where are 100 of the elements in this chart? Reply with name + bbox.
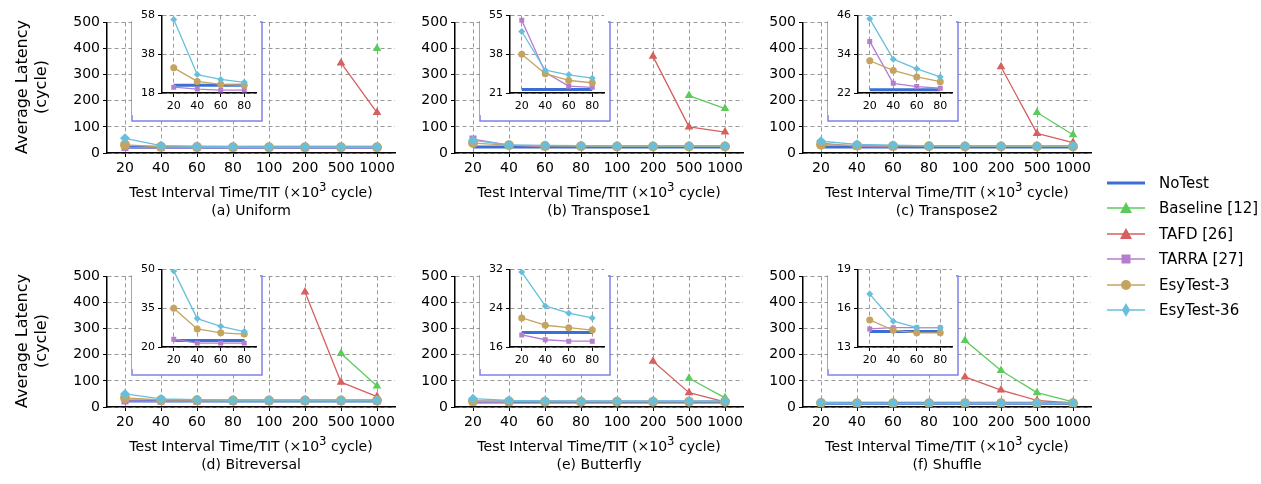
x-tick-label: 200 xyxy=(639,413,667,430)
legend-label: Baseline [12] xyxy=(1159,199,1259,218)
x-tick-label: 60 xyxy=(188,159,206,176)
y-tick-label: 100 xyxy=(421,117,448,134)
x-tick-label: 80 xyxy=(585,353,600,367)
y-tick-label: 0 xyxy=(439,143,448,160)
legend-label: TARRA [27] xyxy=(1159,250,1244,269)
x-tick-label: 500 xyxy=(327,413,355,430)
x-tick-label: 20 xyxy=(514,353,529,367)
x-tick-label: 20 xyxy=(464,159,482,176)
y-tick-label: 35 xyxy=(141,301,155,315)
y-tick-label: 34 xyxy=(837,47,851,61)
y-tick-label: 100 xyxy=(769,371,796,388)
y-tick-label: 16 xyxy=(489,339,503,353)
y-tick-label: 32 xyxy=(489,262,503,276)
legend-label: NoTest xyxy=(1159,173,1209,192)
y-tick-label: 0 xyxy=(91,143,100,160)
x-tick-label: 60 xyxy=(213,99,228,113)
x-tick-label: 100 xyxy=(255,413,283,430)
y-tick-label: 19 xyxy=(837,262,851,276)
x-tick-label: 20 xyxy=(116,159,134,176)
x-tick-label: 40 xyxy=(886,99,901,113)
x-tick-label: 1000 xyxy=(1055,413,1091,430)
x-tick-label: 40 xyxy=(886,353,901,367)
text: (b) Transpose1 xyxy=(546,202,652,218)
legend-label: TAFD [26] xyxy=(1159,224,1233,243)
text: (c) Transpose2 xyxy=(894,202,1000,218)
x-tick-label: 60 xyxy=(213,353,228,367)
y-axis-title: Average Latency (cycle) xyxy=(12,273,50,410)
y-tick-label: 400 xyxy=(73,293,100,310)
x-axis-title: Test Interval Time/TIT (×10$^{3}$ cycle) xyxy=(824,180,1070,200)
y-tick-label: 500 xyxy=(769,13,796,30)
x-axis-title: Test Interval Time/TIT (×10$^{3}$ cycle) xyxy=(476,434,722,454)
legend-label: EsyTest-36 xyxy=(1159,301,1240,320)
x-tick-label: 40 xyxy=(500,413,518,430)
text: (a) Uniform xyxy=(210,202,292,218)
y-tick-label: 50 xyxy=(141,262,155,276)
x-tick-label: 200 xyxy=(987,413,1015,430)
x-tick-label: 200 xyxy=(987,159,1015,176)
y-tick-label: 400 xyxy=(769,39,796,56)
x-tick-label: 80 xyxy=(237,353,252,367)
y-tick-label: 400 xyxy=(769,293,796,310)
x-tick-label: 60 xyxy=(561,353,576,367)
x-tick-label: 100 xyxy=(255,159,283,176)
y-tick-label: 20 xyxy=(141,339,155,353)
y-tick-label: 400 xyxy=(421,39,448,56)
x-tick-label: 20 xyxy=(514,99,529,113)
y-tick-label: 500 xyxy=(73,13,100,30)
x-tick-label: 80 xyxy=(572,413,590,430)
y-tick-label: 22 xyxy=(837,85,851,99)
x-tick-label: 60 xyxy=(536,159,554,176)
x-tick-label: 1000 xyxy=(359,413,395,430)
y-tick-label: 100 xyxy=(421,371,448,388)
y-tick-label: 58 xyxy=(141,8,155,22)
x-tick-label: 60 xyxy=(536,413,554,430)
x-tick-label: 100 xyxy=(603,159,631,176)
x-axis-title: Test Interval Time/TIT (×10$^{3}$ cycle) xyxy=(824,434,1070,454)
x-tick-label: 500 xyxy=(1023,413,1051,430)
x-tick-label: 80 xyxy=(224,159,242,176)
y-tick-label: 300 xyxy=(421,65,448,82)
x-axis-title: Test Interval Time/TIT (×10$^{3}$ cycle) xyxy=(128,434,374,454)
y-tick-label: 400 xyxy=(73,39,100,56)
x-tick-label: 20 xyxy=(464,413,482,430)
y-axis-title: Average Latency (cycle) xyxy=(12,19,50,156)
x-tick-label: 500 xyxy=(675,413,703,430)
y-tick-label: 46 xyxy=(837,8,851,22)
y-tick-label: 55 xyxy=(489,8,503,22)
y-tick-label: 0 xyxy=(439,397,448,414)
y-tick-label: 300 xyxy=(73,319,100,336)
x-tick-label: 40 xyxy=(152,159,170,176)
x-tick-label: 500 xyxy=(1023,159,1051,176)
x-tick-label: 20 xyxy=(812,413,830,430)
x-tick-label: 60 xyxy=(909,353,924,367)
x-tick-label: 60 xyxy=(561,99,576,113)
x-tick-label: 200 xyxy=(291,413,319,430)
x-tick-label: 40 xyxy=(538,353,553,367)
x-tick-label: 1000 xyxy=(707,159,743,176)
x-tick-label: 40 xyxy=(848,159,866,176)
x-tick-label: 1000 xyxy=(359,159,395,176)
text: (d) Bitreversal xyxy=(200,456,302,472)
x-tick-label: 80 xyxy=(224,413,242,430)
x-tick-label: 40 xyxy=(190,353,205,367)
y-tick-label: 24 xyxy=(489,301,503,315)
y-tick-label: 500 xyxy=(421,267,448,284)
y-tick-label: 300 xyxy=(73,65,100,82)
x-tick-label: 80 xyxy=(572,159,590,176)
x-tick-label: 100 xyxy=(951,159,979,176)
x-tick-label: 200 xyxy=(639,159,667,176)
y-tick-label: 500 xyxy=(769,267,796,284)
x-axis-title: Test Interval Time/TIT (×10$^{3}$ cycle) xyxy=(128,180,374,200)
x-tick-label: 80 xyxy=(933,353,948,367)
y-tick-label: 0 xyxy=(91,397,100,414)
text: (f) Shuffle xyxy=(911,456,983,472)
x-tick-label: 1000 xyxy=(1055,159,1091,176)
x-tick-label: 80 xyxy=(920,413,938,430)
legend-label: EsyTest-3 xyxy=(1159,275,1230,294)
x-tick-label: 100 xyxy=(951,413,979,430)
y-tick-label: 300 xyxy=(769,319,796,336)
y-tick-label: 18 xyxy=(141,85,155,99)
y-tick-label: 100 xyxy=(73,117,100,134)
